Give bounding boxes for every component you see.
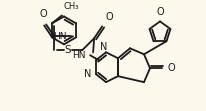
- Text: O: O: [105, 12, 112, 22]
- Text: HN: HN: [53, 32, 67, 41]
- Text: N: N: [100, 42, 107, 52]
- Text: HN: HN: [72, 51, 86, 60]
- Text: O: O: [156, 7, 163, 17]
- Text: N: N: [83, 69, 91, 79]
- Text: CH₃: CH₃: [64, 2, 79, 11]
- Text: O: O: [167, 63, 175, 73]
- Text: O: O: [39, 9, 47, 19]
- Text: S: S: [64, 45, 71, 55]
